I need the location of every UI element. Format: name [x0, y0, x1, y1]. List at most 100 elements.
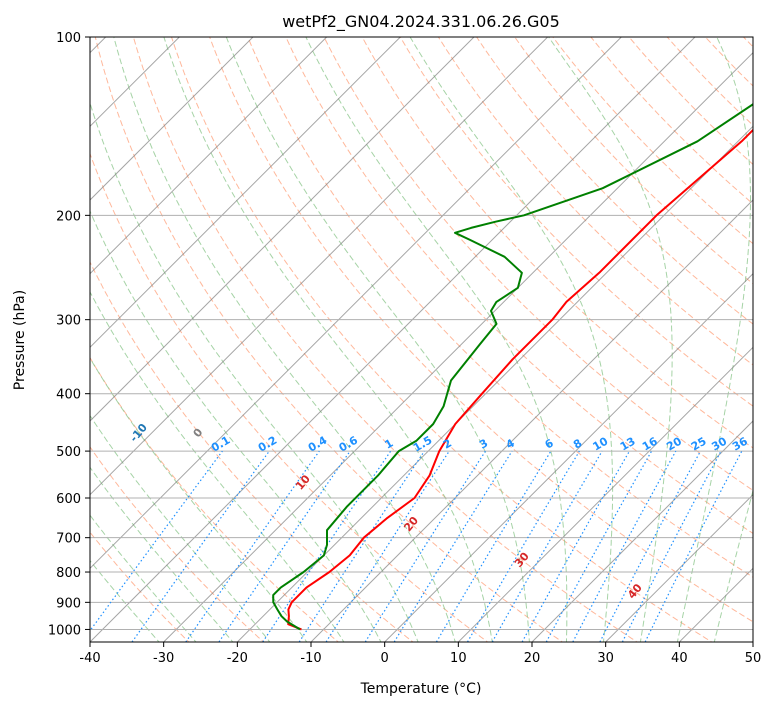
dry-adiabat-label: 20 [401, 514, 421, 534]
x-tick-label: -20 [227, 651, 248, 666]
y-tick-label: 900 [56, 596, 81, 611]
moist-adiabat [163, 37, 493, 642]
mixing-ratio-line [572, 450, 677, 642]
y-tick-label: 300 [56, 314, 81, 329]
dry-adiabat [323, 37, 753, 491]
isotherm [605, 493, 753, 642]
dry-adiabat [209, 37, 753, 623]
moist-adiabat [90, 290, 345, 642]
dry-adiabat [132, 37, 638, 642]
dry-adiabat [514, 37, 753, 285]
dry-adiabat [476, 37, 753, 325]
y-tick-label: 100 [56, 31, 81, 46]
dewpoint-profile [272, 102, 753, 631]
mixing-ratio-line [325, 450, 450, 642]
mixing-ratio-line [644, 450, 743, 642]
moist-adiabat [305, 37, 568, 642]
mixing-ratio-line [262, 450, 392, 642]
mixing-ratio-line [393, 450, 513, 642]
isotherm [163, 51, 753, 642]
moist-adiabat [548, 37, 673, 642]
grid-layer [90, 24, 775, 645]
y-tick-label: 500 [56, 445, 81, 460]
x-tick-label: -30 [153, 651, 174, 666]
dry-adiabat [285, 37, 753, 535]
dry-adiabat-label: 30 [512, 550, 532, 570]
moist-adiabat [409, 37, 614, 642]
x-tick-label: 40 [671, 651, 688, 666]
mixing-ratio-line [466, 450, 580, 642]
moist-adiabat [90, 209, 382, 642]
dry-adiabat [769, 24, 775, 645]
dry-adiabat [437, 37, 753, 366]
y-tick-label: 200 [56, 209, 81, 224]
dry-adiabat [361, 37, 753, 449]
moist-adiabat [90, 414, 271, 642]
mixing-ratio-line [545, 450, 653, 642]
mixing-ratio-line [131, 450, 270, 642]
mixing-ratio-label: 2 [441, 437, 454, 452]
dry-adiabat-label: -10 [127, 421, 150, 445]
mixing-ratio-line [599, 450, 702, 642]
dry-adiabat [90, 356, 340, 642]
y-tick-label: 700 [56, 532, 81, 547]
x-tick-label: -40 [79, 651, 100, 666]
axes: -40 -30 -20 -10 0 10 20 30 40 50 1000 900 800 700 600 5… [48, 31, 761, 666]
mixing-ratio-line [90, 450, 223, 632]
isotherm [384, 272, 753, 642]
y-tick-label: 400 [56, 388, 81, 403]
isotherm [236, 125, 753, 642]
isotherm [90, 37, 328, 275]
dry-adiabat [90, 152, 489, 642]
mixing-ratio-line [218, 450, 351, 642]
x-tick-label: 50 [745, 651, 762, 666]
x-axis-label: Temperature (°C) [360, 681, 482, 697]
x-tick-label: -10 [300, 651, 321, 666]
isotherm [678, 567, 753, 642]
y-tick-label: 800 [56, 566, 81, 581]
mixing-ratio-line [621, 450, 722, 642]
moist-adiabat [225, 37, 530, 642]
dry-adiabat [90, 531, 190, 642]
y-axis-label: Pressure (hPa) [12, 290, 28, 390]
isotherm [90, 37, 401, 349]
dry-adiabat [90, 446, 265, 642]
isotherm [457, 346, 753, 642]
y-tick-label: 1000 [48, 623, 81, 638]
mixing-ratio-line [185, 450, 320, 642]
temperature-profile [287, 128, 753, 631]
moist-adiabat [713, 488, 753, 642]
isotherm [531, 420, 753, 642]
dry-adiabat [90, 260, 414, 642]
dry-adiabat-label: 40 [625, 581, 645, 601]
isotherm [90, 37, 549, 496]
x-tick-label: 10 [450, 651, 467, 666]
isopleth-labels: 0.1 0.2 0.4 0.6 1 1.5 2 3 4 6 8 10 13 16 20 25 30 36-10 01… [127, 421, 750, 602]
isotherm [752, 641, 753, 642]
x-tick-label: 30 [597, 651, 614, 666]
data-layer [272, 102, 753, 631]
plot-frame [89, 36, 754, 643]
x-tick-label: 20 [524, 651, 541, 666]
mixing-ratio-line [521, 450, 631, 642]
dry-adiabat [170, 37, 713, 642]
y-tick-label: 600 [56, 492, 81, 507]
mixing-ratio-line [435, 450, 552, 642]
moist-adiabat [676, 37, 751, 642]
moist-adiabat [90, 357, 308, 642]
x-tick-label: 0 [381, 651, 389, 666]
isotherm [310, 199, 753, 642]
mixing-ratio-line [298, 450, 425, 642]
mixing-ratio-label: 6 [543, 436, 556, 451]
moist-adiabat [90, 514, 197, 642]
dry-adiabat [399, 37, 753, 407]
isotherm [90, 37, 622, 570]
moist-adiabat [113, 37, 456, 642]
chart-title: wetPf2_GN04.2024.331.06.26.G05 [282, 12, 560, 32]
isotherm [90, 37, 475, 422]
dry-adiabat [590, 37, 753, 205]
dry-adiabat [247, 37, 753, 578]
mixing-ratio-label: 4 [504, 436, 517, 451]
mixing-ratio-label: 3 [477, 437, 490, 452]
